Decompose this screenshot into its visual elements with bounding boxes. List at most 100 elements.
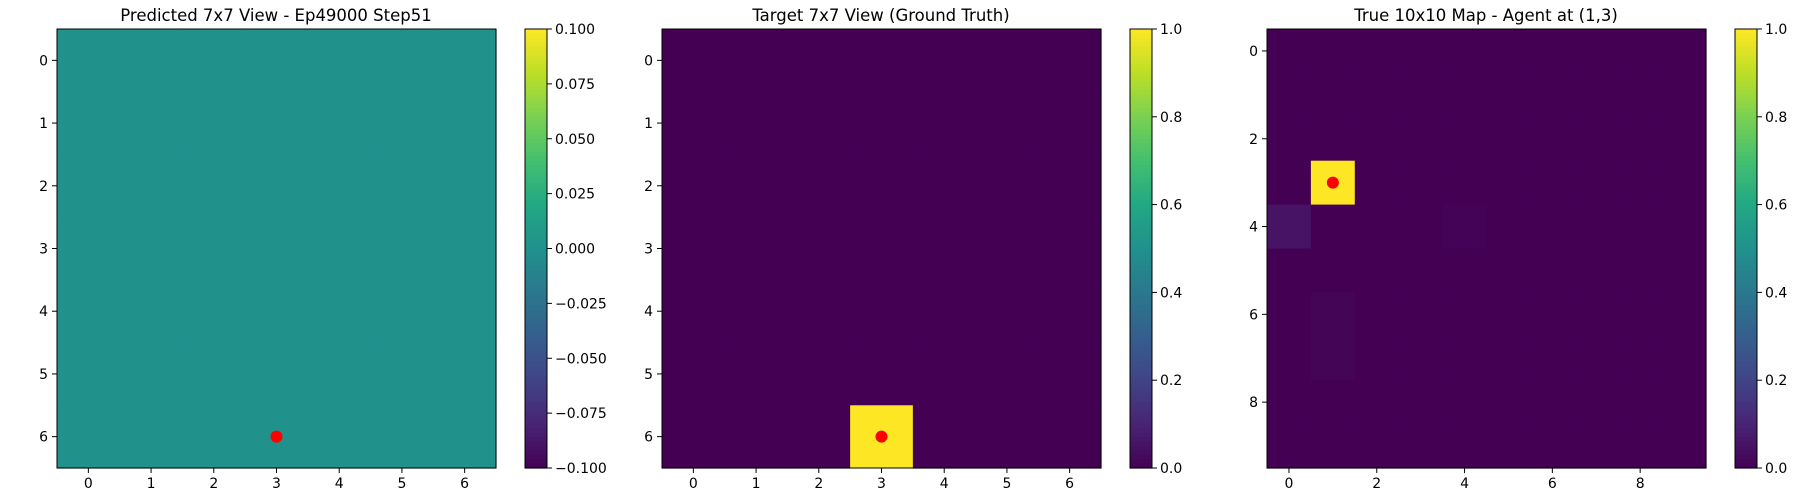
colorbar-gradient-slice — [1130, 72, 1152, 78]
heatmap-cell — [182, 405, 246, 469]
colorbar-gradient-slice — [1735, 318, 1757, 324]
colorbar-frame — [1734, 28, 1758, 469]
agent-marker — [875, 430, 888, 443]
heatmap-cell — [1618, 336, 1663, 381]
colorbar-gradient-slice — [1735, 108, 1757, 114]
colorbar-gradient-slice — [1130, 143, 1152, 149]
heatmap-cell — [1310, 336, 1356, 381]
colorbar-gradient-slice — [1130, 270, 1152, 276]
colorbar-gradient-slice — [1130, 388, 1152, 394]
colorbar-gradient-slice — [525, 248, 547, 254]
colorbar-gradient-slice — [1735, 248, 1757, 254]
colorbar-tick-label: 0.8 — [1765, 110, 1787, 126]
colorbar-gradient-slice — [1130, 213, 1152, 219]
heatmap-cell — [1442, 380, 1488, 425]
colorbar-gradient-slice — [1130, 380, 1152, 386]
colorbar-tick-label: 0.050 — [555, 132, 595, 148]
colorbar-gradient-slice — [1130, 86, 1152, 92]
y-tick-label: 4 — [1249, 220, 1258, 236]
colorbar-gradient-slice — [525, 77, 547, 83]
panel-predicted-colorbar: 0.100 0.075 0.050 0.025 0.000 −0.025 −0.050 −0.… — [524, 22, 607, 477]
heatmap-cell — [850, 154, 914, 218]
colorbar-gradient-slice — [1735, 424, 1757, 430]
colorbar-gradient-slice — [525, 156, 547, 162]
colorbar-gradient-slice — [525, 50, 547, 56]
heatmap-cell — [1310, 380, 1356, 425]
heatmap-cell — [975, 154, 1039, 218]
heatmap-cell — [57, 217, 121, 281]
colorbar-gradient-slice — [525, 367, 547, 373]
heatmap-cell — [307, 342, 372, 406]
colorbar-gradient-slice — [525, 261, 547, 267]
colorbar-gradient-slice — [1130, 222, 1152, 228]
colorbar-gradient-slice — [1130, 108, 1152, 114]
colorbar-gradient-slice — [1735, 59, 1757, 65]
heatmap-cell — [850, 217, 914, 281]
heatmap-cell — [975, 405, 1039, 469]
panel-target: Target 7x7 View (Ground Truth) 0 1 2 3 4 5 6 0 1… — [644, 6, 1182, 492]
heatmap-cell — [1267, 204, 1312, 250]
colorbar-gradient-slice — [1130, 125, 1152, 131]
heatmap-cell — [1530, 160, 1575, 206]
colorbar-gradient-slice — [1130, 33, 1152, 39]
colorbar-gradient-slice — [525, 187, 547, 193]
heatmap-cell — [1530, 336, 1575, 381]
heatmap-cell — [787, 217, 851, 281]
colorbar-gradient-slice — [1735, 283, 1757, 289]
heatmap-cell — [245, 279, 309, 344]
colorbar-gradient-slice — [1735, 437, 1757, 443]
colorbar-gradient-slice — [525, 103, 547, 109]
y-tick-label: 4 — [39, 304, 48, 320]
x-tick-label: 0 — [84, 476, 93, 492]
colorbar-gradient-slice — [1735, 384, 1757, 390]
x-tick-label: 2 — [814, 476, 823, 492]
colorbar-gradient-slice — [525, 318, 547, 324]
heatmap-cell — [1038, 154, 1102, 218]
colorbar-gradient-slice — [1130, 244, 1152, 250]
heatmap-cell — [1038, 217, 1102, 281]
colorbar-gradient-slice — [1735, 112, 1757, 118]
colorbar-gradient-slice — [1130, 191, 1152, 197]
colorbar-gradient-slice — [1130, 463, 1152, 469]
heatmap-cell — [975, 29, 1039, 93]
colorbar-gradient-slice — [525, 358, 547, 364]
colorbar-gradient-slice — [1130, 345, 1152, 351]
colorbar-gradient-slice — [525, 305, 547, 311]
heatmap-cell — [787, 154, 851, 218]
panel-true-map-title: True 10x10 Map - Agent at (1,3) — [1353, 6, 1618, 25]
panel-true-map-heatmap — [1267, 29, 1707, 469]
colorbar-gradient-slice — [1735, 37, 1757, 43]
colorbar-gradient-slice — [1735, 195, 1757, 201]
heatmap-cell — [1574, 424, 1619, 469]
heatmap-cell — [1618, 204, 1663, 250]
heatmap-cell — [975, 217, 1039, 281]
colorbar-gradient-slice — [1130, 29, 1152, 34]
colorbar-tick-label: 1.0 — [1765, 22, 1787, 38]
colorbar-gradient-slice — [1130, 331, 1152, 337]
heatmap-cell — [433, 29, 497, 93]
colorbar-gradient-slice — [1130, 138, 1152, 144]
colorbar-gradient-slice — [525, 134, 547, 140]
heatmap-cell — [1442, 248, 1488, 293]
heatmap-cell — [1354, 380, 1400, 425]
colorbar-gradient-slice — [525, 424, 547, 430]
colorbar-gradient-slice — [1130, 217, 1152, 223]
heatmap-cell — [1038, 91, 1102, 156]
colorbar-gradient-slice — [525, 397, 547, 403]
colorbar-gradient-slice — [525, 86, 547, 92]
heatmap-cell — [1267, 292, 1312, 337]
colorbar-gradient-slice — [1735, 371, 1757, 377]
heatmap-cell — [1530, 72, 1575, 118]
heatmap-cell — [1574, 72, 1619, 118]
heatmap-cell — [1398, 160, 1444, 206]
heatmap-cell — [433, 342, 497, 406]
colorbar-gradient-slice — [1130, 46, 1152, 52]
heatmap-cell — [57, 279, 121, 344]
heatmap-cell — [1486, 204, 1531, 250]
heatmap-cell — [1574, 380, 1619, 425]
heatmap-cell — [1662, 424, 1707, 469]
heatmap-cell — [724, 217, 789, 281]
colorbar-gradient-slice — [525, 459, 547, 465]
heatmap-cell — [662, 154, 726, 218]
colorbar-tick-label: −0.025 — [555, 296, 607, 312]
